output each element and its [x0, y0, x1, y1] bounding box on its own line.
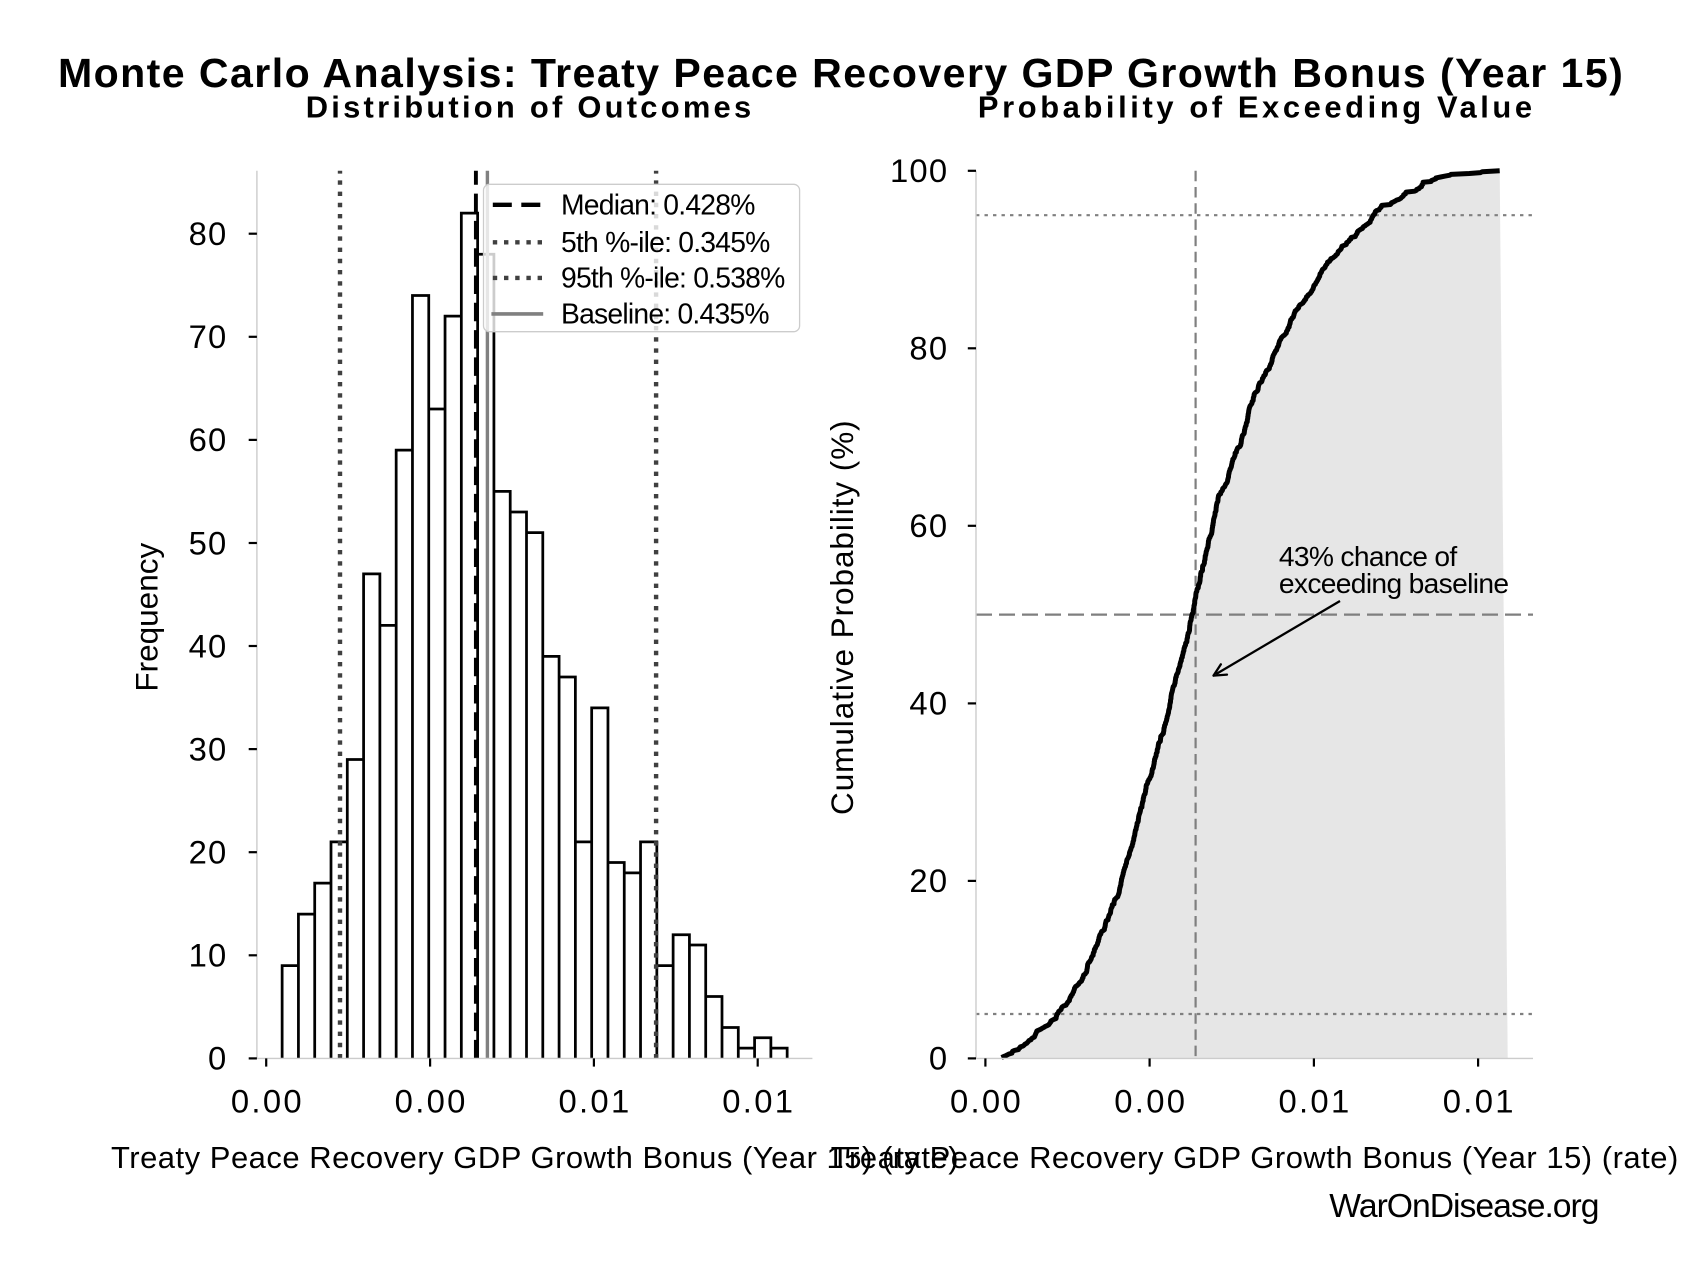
svg-text:0.00: 0.00 [1114, 1083, 1187, 1120]
svg-text:Treaty Peace Recovery GDP Grow: Treaty Peace Recovery GDP Growth Bonus (… [111, 1140, 959, 1175]
svg-text:60: 60 [189, 421, 228, 458]
svg-text:exceeding baseline: exceeding baseline [1279, 567, 1508, 599]
svg-text:0.01: 0.01 [1443, 1083, 1516, 1120]
svg-text:Treaty Peace Recovery GDP Grow: Treaty Peace Recovery GDP Growth Bonus (… [831, 1140, 1679, 1175]
svg-text:100: 100 [890, 152, 948, 189]
svg-text:60: 60 [909, 507, 948, 544]
svg-text:Baseline: 0.435%: Baseline: 0.435% [561, 298, 769, 330]
svg-text:0.01: 0.01 [558, 1083, 631, 1120]
svg-text:50: 50 [189, 524, 228, 561]
svg-text:0.00: 0.00 [231, 1083, 304, 1120]
svg-text:0: 0 [929, 1040, 948, 1077]
svg-text:80: 80 [909, 330, 948, 367]
svg-text:Distribution of Outcomes: Distribution of Outcomes [306, 90, 755, 125]
svg-text:43% chance of: 43% chance of [1279, 540, 1457, 572]
svg-text:0.00: 0.00 [395, 1083, 468, 1120]
svg-text:0.00: 0.00 [950, 1083, 1023, 1120]
svg-text:80: 80 [189, 215, 228, 252]
svg-text:0.01: 0.01 [1278, 1083, 1351, 1120]
svg-text:30: 30 [189, 730, 228, 767]
svg-text:5th %-ile: 0.345%: 5th %-ile: 0.345% [561, 226, 770, 258]
svg-text:0.01: 0.01 [722, 1083, 795, 1120]
svg-text:Median: 0.428%: Median: 0.428% [561, 189, 755, 221]
svg-text:Monte Carlo Analysis: Treaty P: Monte Carlo Analysis: Treaty Peace Recov… [58, 50, 1624, 96]
svg-text:95th %-ile: 0.538%: 95th %-ile: 0.538% [561, 262, 785, 294]
svg-text:70: 70 [189, 318, 228, 355]
svg-text:40: 40 [909, 685, 948, 722]
svg-text:20: 20 [189, 834, 228, 871]
svg-text:40: 40 [189, 627, 228, 664]
svg-text:Probability of Exceeding Value: Probability of Exceeding Value [978, 90, 1536, 125]
svg-text:Frequency: Frequency [128, 543, 164, 692]
svg-text:20: 20 [909, 862, 948, 899]
svg-text:0: 0 [208, 1040, 227, 1077]
svg-text:WarOnDisease.org: WarOnDisease.org [1329, 1187, 1598, 1225]
svg-text:10: 10 [189, 937, 228, 974]
svg-text:Cumulative Probability (%): Cumulative Probability (%) [824, 419, 860, 815]
